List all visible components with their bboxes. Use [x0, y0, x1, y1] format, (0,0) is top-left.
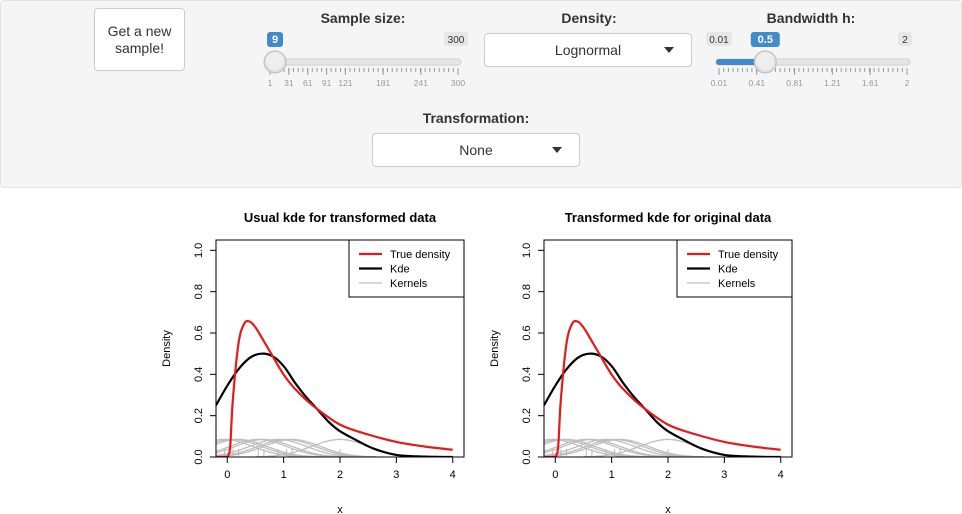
- x-tick-label: 1: [609, 469, 615, 481]
- kernel-curve: [544, 438, 652, 457]
- new-sample-button[interactable]: Get a new sample!: [94, 8, 185, 71]
- x-tick-label: 2: [665, 469, 671, 481]
- y-axis-label: Density: [161, 330, 173, 367]
- x-tick-label: 2: [337, 469, 343, 481]
- legend-label: Kde: [390, 264, 410, 276]
- slider-tick-label: 1.61: [862, 78, 879, 88]
- slider-tick-label: 300: [451, 78, 465, 88]
- controls-panel: Get a new sample! Sample size: 300 9 1 31 61…: [0, 0, 962, 188]
- slider-min-label: 0.01: [709, 35, 729, 46]
- x-tick-label: 1: [281, 469, 287, 481]
- chevron-down-icon: [552, 147, 562, 153]
- slider-tick-label: 241: [414, 78, 428, 88]
- slider-handle-highlight: [756, 52, 775, 70]
- kernel-curve: [216, 438, 324, 457]
- slider-tick-label: 0.41: [749, 78, 766, 88]
- y-tick-label: 1.0: [193, 243, 205, 258]
- transformation-select[interactable]: None: [372, 133, 580, 167]
- legend: True density Kde Kernels: [348, 239, 465, 298]
- x-tick-label: 3: [393, 469, 399, 481]
- slider-tick-label: 1: [268, 78, 273, 88]
- density-label: Density:: [561, 10, 617, 26]
- sample-size-label: Sample size:: [320, 10, 406, 26]
- true-density-line: [544, 319, 781, 457]
- x-axis-label: x: [337, 504, 343, 514]
- slider-max-pill: 2: [898, 32, 912, 46]
- kernel-curve: [544, 438, 677, 457]
- kernel-curve: [216, 438, 377, 457]
- y-tick-label: 0.6: [193, 325, 205, 340]
- kde-line: [544, 352, 781, 457]
- x-tick-label: 3: [721, 469, 727, 481]
- x-tick-label: 4: [450, 469, 456, 481]
- slider-tick-label: 0.01: [711, 78, 728, 88]
- kde-line: [216, 352, 453, 457]
- slider-max-label: 2: [902, 35, 908, 46]
- y-tick-label: 1.0: [521, 243, 533, 258]
- y-tick-label: 0.8: [521, 284, 533, 299]
- slider-tick-label: 31: [284, 78, 294, 88]
- plot-lines: [544, 319, 781, 457]
- legend-label: Kde: [718, 264, 738, 276]
- x-tick-label: 0: [552, 469, 558, 481]
- legend: True density Kde Kernels: [676, 239, 793, 298]
- slider-tick-label: 91: [322, 78, 332, 88]
- chart-title: Transformed kde for original data: [565, 210, 772, 225]
- density-select[interactable]: Lognormal: [484, 33, 692, 67]
- legend-label: Kernels: [718, 278, 756, 290]
- chart-title: Usual kde for transformed data: [244, 210, 437, 225]
- bandwidth-slider[interactable]: 0.01 2 0.5 0.01 0.41 0.81 1.21 1.61 2: [701, 29, 923, 95]
- kernel-curve: [216, 438, 349, 457]
- transformation-label: Transformation:: [422, 110, 530, 126]
- slider-tick-label: 0.81: [786, 78, 803, 88]
- x-tick-label: 0: [224, 469, 230, 481]
- slider-min-pill: 0.01: [706, 32, 732, 46]
- slider-value-pill: 0.5: [750, 32, 780, 47]
- density-select-value: Lognormal: [554, 42, 622, 58]
- slider-tick-label: 1.21: [824, 78, 841, 88]
- slider-fill: [716, 59, 766, 65]
- slider-tick-label: 121: [338, 78, 352, 88]
- chevron-down-icon: [664, 47, 674, 53]
- y-tick-label: 0.0: [521, 449, 533, 464]
- slider-max-pill: 300: [444, 32, 468, 46]
- y-tick-label: 0.2: [193, 408, 205, 423]
- legend-label: True density: [390, 249, 451, 261]
- slider-value-label: 0.5: [758, 34, 773, 46]
- slider-tick-label: 2: [905, 78, 910, 88]
- kde-plot-transformed: Usual kde for transformed data 0 1 2 3 4 x 0.0 0…: [161, 210, 465, 514]
- slider-tick-label: 61: [303, 78, 313, 88]
- y-tick-label: 0.4: [521, 367, 533, 382]
- y-tick-label: 0.2: [521, 408, 533, 423]
- slider-value-pill: 9: [267, 32, 284, 47]
- transformation-select-value: None: [459, 142, 493, 158]
- slider-handle-highlight: [266, 52, 285, 70]
- slider-tick-label: 181: [376, 78, 390, 88]
- x-tick-label: 4: [778, 469, 784, 481]
- y-tick-label: 0.0: [193, 449, 205, 464]
- legend-label: Kernels: [390, 278, 428, 290]
- true-density-line: [216, 319, 453, 457]
- y-tick-label: 0.8: [193, 284, 205, 299]
- y-tick-label: 0.4: [193, 367, 205, 382]
- slider-max-label: 300: [448, 35, 465, 46]
- y-tick-label: 0.6: [521, 325, 533, 340]
- plot-lines: [216, 319, 453, 457]
- x-axis-label: x: [665, 504, 671, 514]
- kde-plot-original: Transformed kde for original data 0 1 2 3 4 x 0…: [489, 210, 793, 514]
- bandwidth-label: Bandwidth h:: [766, 10, 856, 26]
- kernel-curve: [544, 438, 691, 457]
- slider-value-label: 9: [272, 34, 278, 46]
- kernel-curve: [544, 438, 705, 457]
- legend-label: True density: [718, 249, 779, 261]
- slider-track: [266, 58, 462, 66]
- y-axis-label: Density: [489, 330, 501, 367]
- kernel-curve: [216, 438, 363, 457]
